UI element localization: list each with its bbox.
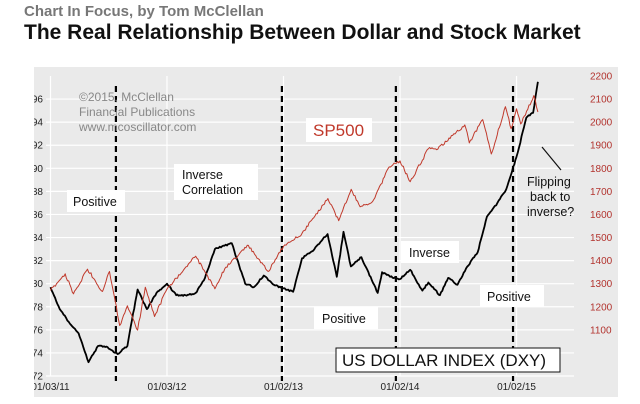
positive-1-box <box>67 190 125 212</box>
left-tick-label: 88 <box>34 187 43 198</box>
sp500-label-box <box>306 118 372 142</box>
inverse-correlation-box <box>174 164 258 200</box>
copyright-line-2: Financial Publications <box>79 105 195 119</box>
right-tick-label: 1200 <box>590 302 613 313</box>
right-tick-label: 1700 <box>590 187 613 198</box>
left-tick-label: 84 <box>34 233 43 244</box>
left-tick-label: 92 <box>34 141 43 152</box>
left-tick-label: 86 <box>34 210 43 221</box>
x-tick-label: 01/03/12 <box>148 382 187 393</box>
positive-3-label: Positive <box>487 290 531 304</box>
right-tick-label: 1900 <box>590 141 613 152</box>
positive-1-label: Positive <box>73 195 117 209</box>
inverse-box <box>401 241 459 263</box>
right-tick-label: 2200 <box>590 72 613 83</box>
left-axis-ticks: 72 74 76 78 80 82 84 86 88 90 92 94 96 <box>34 95 43 383</box>
x-axis-ticks: 01/03/11 01/03/12 01/02/13 01/02/14 01/02/15 <box>34 382 536 393</box>
dxy-label-box <box>335 347 561 373</box>
left-tick-label: 94 <box>34 118 43 129</box>
right-tick-label: 1800 <box>590 164 613 175</box>
left-tick-label: 76 <box>34 325 43 336</box>
left-tick-label: 74 <box>34 348 43 359</box>
left-tick-label: 78 <box>34 302 43 313</box>
regime-dividers <box>114 86 515 381</box>
copyright-line-3: www.mcoscillator.com <box>78 120 196 134</box>
right-tick-label: 2000 <box>590 118 613 129</box>
positive-3-box <box>480 285 544 307</box>
x-tick-label: 01/02/15 <box>497 382 536 393</box>
chart-title: The Real Relationship Between Dollar and… <box>24 21 581 44</box>
x-tick-label: 01/02/14 <box>381 382 420 393</box>
copyright-line-1: ©2015, McClellan <box>79 90 174 104</box>
series-layer <box>49 81 539 364</box>
chart-kicker: Chart In Focus, by Tom McClellan <box>24 3 264 20</box>
x-tick-label: 01/03/11 <box>34 382 70 393</box>
left-tick-label: 90 <box>34 164 43 175</box>
inverse-correlation-line-1: Inverse <box>182 168 223 182</box>
left-tick-label: 72 <box>34 372 43 383</box>
left-tick-label: 80 <box>34 279 43 290</box>
chart-frame: 72 74 76 78 80 82 84 86 88 90 92 94 96 1100 1200 1300 1… <box>34 67 618 397</box>
flipping-line-1: Flipping <box>527 175 571 189</box>
annotation-layer: ©2015, McClellan Financial Publications … <box>67 90 574 373</box>
flipping-line-3: inverse? <box>527 205 574 219</box>
positive-2-box <box>314 307 378 329</box>
positive-2-label: Positive <box>322 312 366 326</box>
dxy-label: US DOLLAR INDEX (DXY) <box>342 351 546 370</box>
right-tick-label: 1300 <box>590 279 613 290</box>
dxy-series-line <box>49 81 539 364</box>
x-tick-label: 01/02/13 <box>264 382 303 393</box>
flipping-line-2: back to <box>530 190 570 204</box>
inverse-label: Inverse <box>409 246 450 260</box>
sp500-series-line <box>50 95 539 331</box>
left-tick-label: 96 <box>34 95 43 106</box>
right-tick-label: 1400 <box>590 256 613 267</box>
right-axis-ticks: 1100 1200 1300 1400 1500 1600 1700 1800 1900 2000… <box>590 72 613 337</box>
left-tick-label: 82 <box>34 256 43 267</box>
right-tick-label: 1100 <box>590 325 612 336</box>
gridlines <box>46 76 574 377</box>
right-tick-label: 2100 <box>590 95 613 106</box>
sp500-label: SP500 <box>313 121 364 140</box>
inverse-correlation-line-2: Correlation <box>182 183 243 197</box>
right-tick-label: 1600 <box>590 210 613 221</box>
right-tick-label: 1500 <box>590 233 613 244</box>
flipping-arrow <box>541 146 562 171</box>
